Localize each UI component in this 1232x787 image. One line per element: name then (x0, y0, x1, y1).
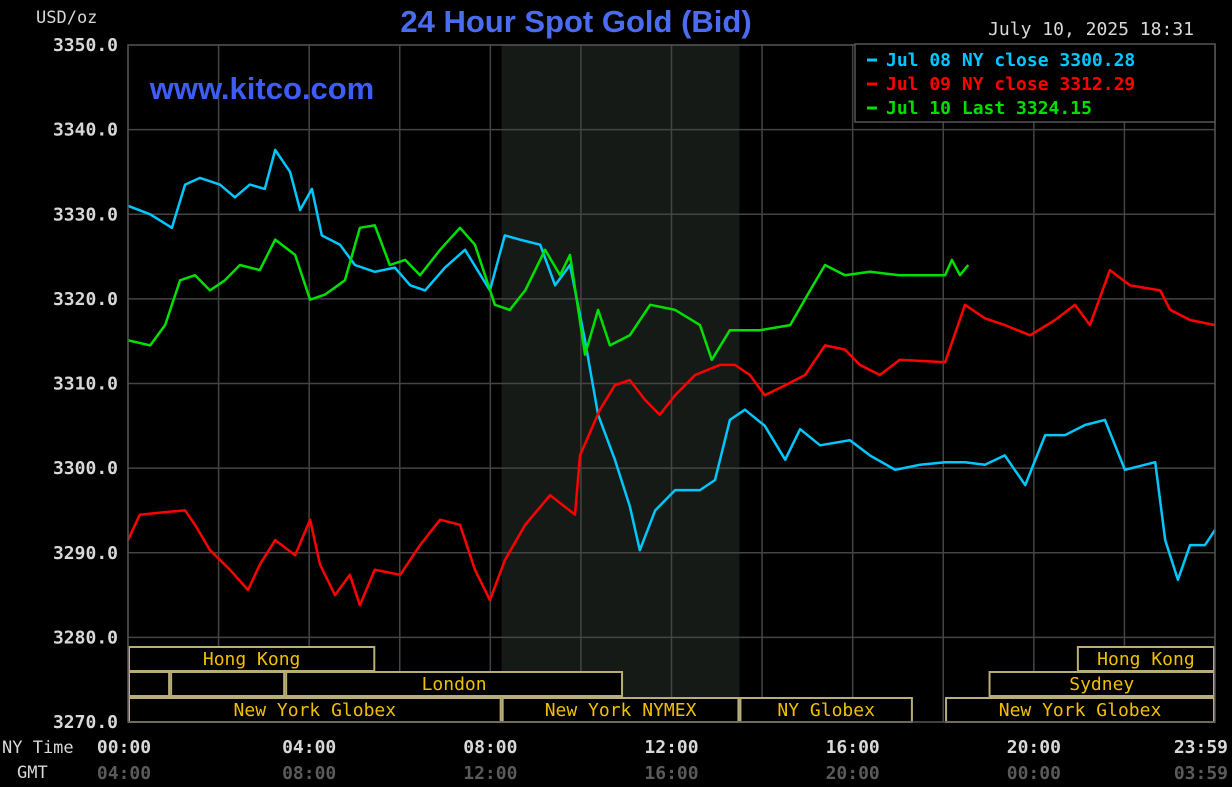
y-tick-label: 3340.0 (53, 120, 118, 141)
legend-entry: Jul 10 Last 3324.15 (886, 98, 1092, 119)
legend-entry: Jul 08 NY close 3300.28 (886, 50, 1135, 71)
x-tick-ny: 00:00 (97, 737, 151, 758)
session-bar (128, 671, 171, 697)
session-label: New York Globex (234, 700, 397, 721)
session-label: Hong Kong (1097, 649, 1195, 670)
y-tick-label: 3310.0 (53, 374, 118, 395)
session-label: New York NYMEX (545, 700, 697, 721)
kitco-watermark: www.kitco.com (149, 71, 375, 106)
legend: Jul 08 NY close 3300.28 Jul 09 NY close 3… (854, 43, 1216, 123)
session-bar (501, 697, 740, 723)
y-tick-label: 3300.0 (53, 458, 118, 479)
y-tick-label: 3280.0 (53, 627, 118, 648)
session-label: London (422, 674, 487, 695)
session-label: NY Globex (777, 700, 875, 721)
x-tick-gmt: 08:00 (282, 763, 336, 784)
x-tick-ny: 04:00 (282, 737, 336, 758)
gmt-label: GMT (17, 763, 48, 783)
session-bar (739, 697, 913, 723)
session-bar (128, 697, 502, 723)
session-bar (170, 671, 286, 697)
x-tick-gmt: 00:00 (1007, 763, 1061, 784)
y-tick-label: 3330.0 (53, 204, 118, 225)
session-label: Sydney (1069, 674, 1134, 695)
x-tick-gmt: 12:00 (463, 763, 517, 784)
series-line-1 (126, 268, 1216, 607)
x-tick-ny: 20:00 (1007, 737, 1061, 758)
x-axis: NY Time GMT 00:00 04:00 04:00 08:00 08:00 12:… (2, 737, 1228, 784)
timestamp: July 10, 2025 18:31 (988, 19, 1194, 40)
x-tick-gmt: 20:00 (826, 763, 880, 784)
legend-entry: Jul 09 NY close 3312.29 (886, 74, 1135, 95)
x-tick-ny: 16:00 (826, 737, 880, 758)
chart-title: 24 Hour Spot Gold (Bid) (400, 4, 751, 39)
x-tick-ny: 08:00 (463, 737, 517, 758)
session-bar (285, 671, 624, 697)
series-line-0 (127, 148, 1217, 582)
legend-box (854, 43, 1216, 123)
session-label: New York Globex (999, 700, 1162, 721)
y-axis-unit: USD/oz (36, 8, 97, 28)
y-tick-label: 3320.0 (53, 289, 118, 310)
plot-frame (127, 44, 1216, 723)
session-bar (128, 646, 376, 672)
grid (128, 45, 1215, 722)
x-tick-gmt: 16:00 (644, 763, 698, 784)
x-tick-gmt: 03:59 (1174, 763, 1228, 784)
y-tick-label: 3290.0 (53, 543, 118, 564)
series-line-2 (127, 224, 970, 362)
y-tick-label: 3270.0 (53, 712, 118, 733)
session-bar (945, 697, 1215, 723)
x-tick-ny: 12:00 (644, 737, 698, 758)
y-tick-label: 3350.0 (53, 35, 118, 56)
session-bar (988, 671, 1216, 697)
ny-time-label: NY Time (2, 738, 74, 758)
y-axis: 3350.0 3340.0 3330.0 3320.0 3310.0 3300.0 3290… (53, 35, 118, 733)
session-bar (1076, 646, 1216, 672)
series-lines (126, 148, 1217, 607)
x-tick-gmt: 04:00 (97, 763, 151, 784)
x-tick-ny: 23:59 (1174, 737, 1228, 758)
trading-sessions: Hong Kong Hong Kong London Sydney New York G… (128, 646, 1216, 723)
session-label: Hong Kong (203, 649, 301, 670)
